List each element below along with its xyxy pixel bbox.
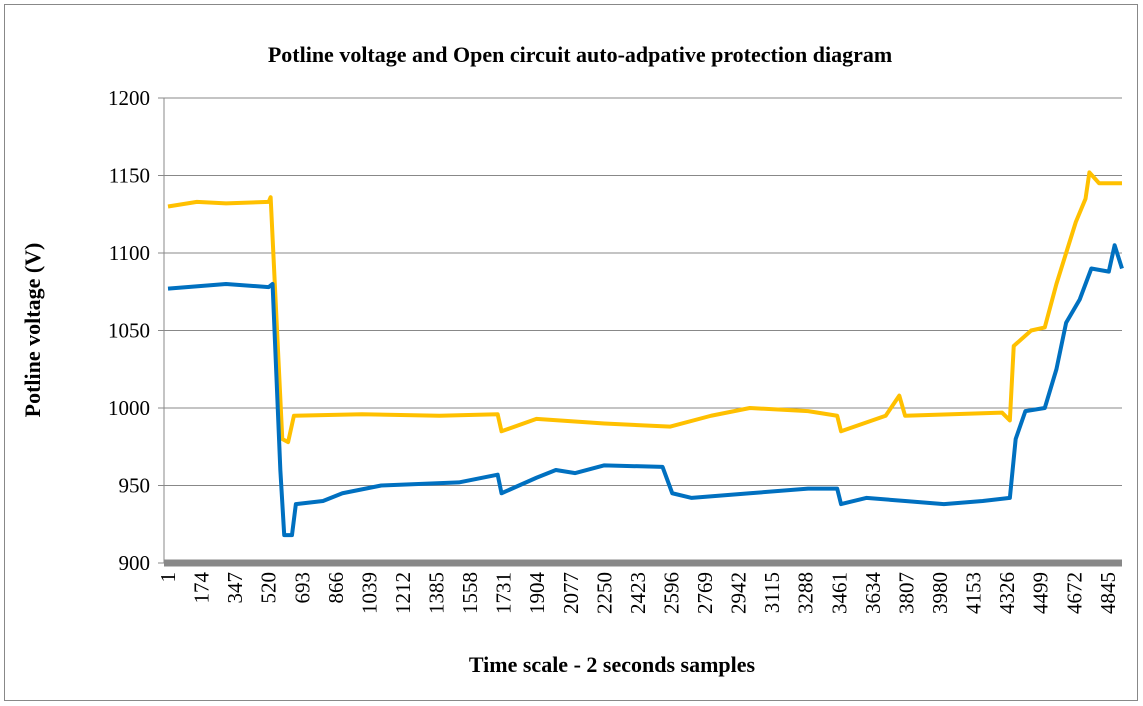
x-tick-label: 2250 bbox=[592, 572, 616, 614]
x-tick-label: 3807 bbox=[894, 572, 918, 614]
x-tick-label: 520 bbox=[257, 572, 281, 604]
x-tick-label: 3288 bbox=[794, 572, 818, 614]
x-tick-label: 3634 bbox=[861, 572, 885, 615]
chart-title: Potline voltage and Open circuit auto-ad… bbox=[268, 42, 892, 67]
x-tick-label: 1558 bbox=[458, 572, 482, 614]
x-tick-label: 4326 bbox=[995, 572, 1019, 614]
x-tick-label: 347 bbox=[223, 572, 247, 604]
chart-frame bbox=[4, 4, 1138, 701]
x-tick-label: 1385 bbox=[425, 572, 449, 614]
x-tick-label: 3115 bbox=[760, 572, 784, 613]
x-tick-label: 4845 bbox=[1096, 572, 1120, 614]
x-tick-label: 1731 bbox=[492, 572, 516, 614]
series-line bbox=[167, 170, 1122, 445]
y-tick-label: 1150 bbox=[109, 164, 150, 188]
x-tick-label: 4672 bbox=[1062, 572, 1086, 614]
x-tick-label: 1 bbox=[156, 572, 180, 583]
x-tick-label: 1904 bbox=[525, 572, 549, 615]
y-axis-label: Potline voltage (V) bbox=[20, 243, 45, 418]
x-tick-label: 866 bbox=[324, 572, 348, 604]
x-tick-label: 3461 bbox=[827, 572, 851, 614]
x-tick-label: 1212 bbox=[391, 572, 415, 614]
y-tick-label: 950 bbox=[119, 474, 151, 498]
x-tick-label: 3980 bbox=[928, 572, 952, 614]
x-tick-label: 4153 bbox=[962, 572, 986, 614]
y-tick-label: 1200 bbox=[108, 86, 150, 110]
y-tick-label: 1000 bbox=[108, 396, 150, 420]
x-tick-label: 2423 bbox=[626, 572, 650, 614]
x-tick-label: 2077 bbox=[559, 572, 583, 614]
x-tick-label: 2596 bbox=[659, 572, 683, 614]
x-tick-label: 4499 bbox=[1029, 572, 1053, 614]
x-tick-label: 1039 bbox=[357, 572, 381, 614]
x-tick-label: 2942 bbox=[727, 572, 751, 614]
x-tick-label: 693 bbox=[290, 572, 314, 604]
x-tick-label: 2769 bbox=[693, 572, 717, 614]
x-tick-label: 174 bbox=[190, 572, 214, 604]
x-axis-label: Time scale - 2 seconds samples bbox=[469, 652, 756, 677]
y-tick-label: 900 bbox=[119, 551, 151, 575]
y-tick-label: 1050 bbox=[108, 319, 150, 343]
y-tick-label: 1100 bbox=[109, 241, 150, 265]
series-line bbox=[167, 243, 1124, 538]
